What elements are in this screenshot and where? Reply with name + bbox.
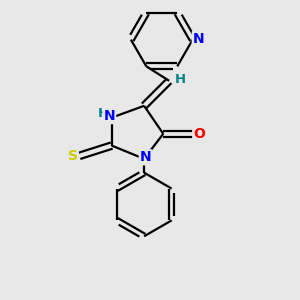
Text: N: N	[140, 150, 152, 164]
Text: H: H	[97, 107, 109, 120]
Text: N: N	[103, 109, 115, 123]
Text: H: H	[175, 73, 186, 86]
Text: N: N	[193, 32, 204, 46]
Text: O: O	[193, 127, 205, 141]
Text: S: S	[68, 149, 78, 163]
